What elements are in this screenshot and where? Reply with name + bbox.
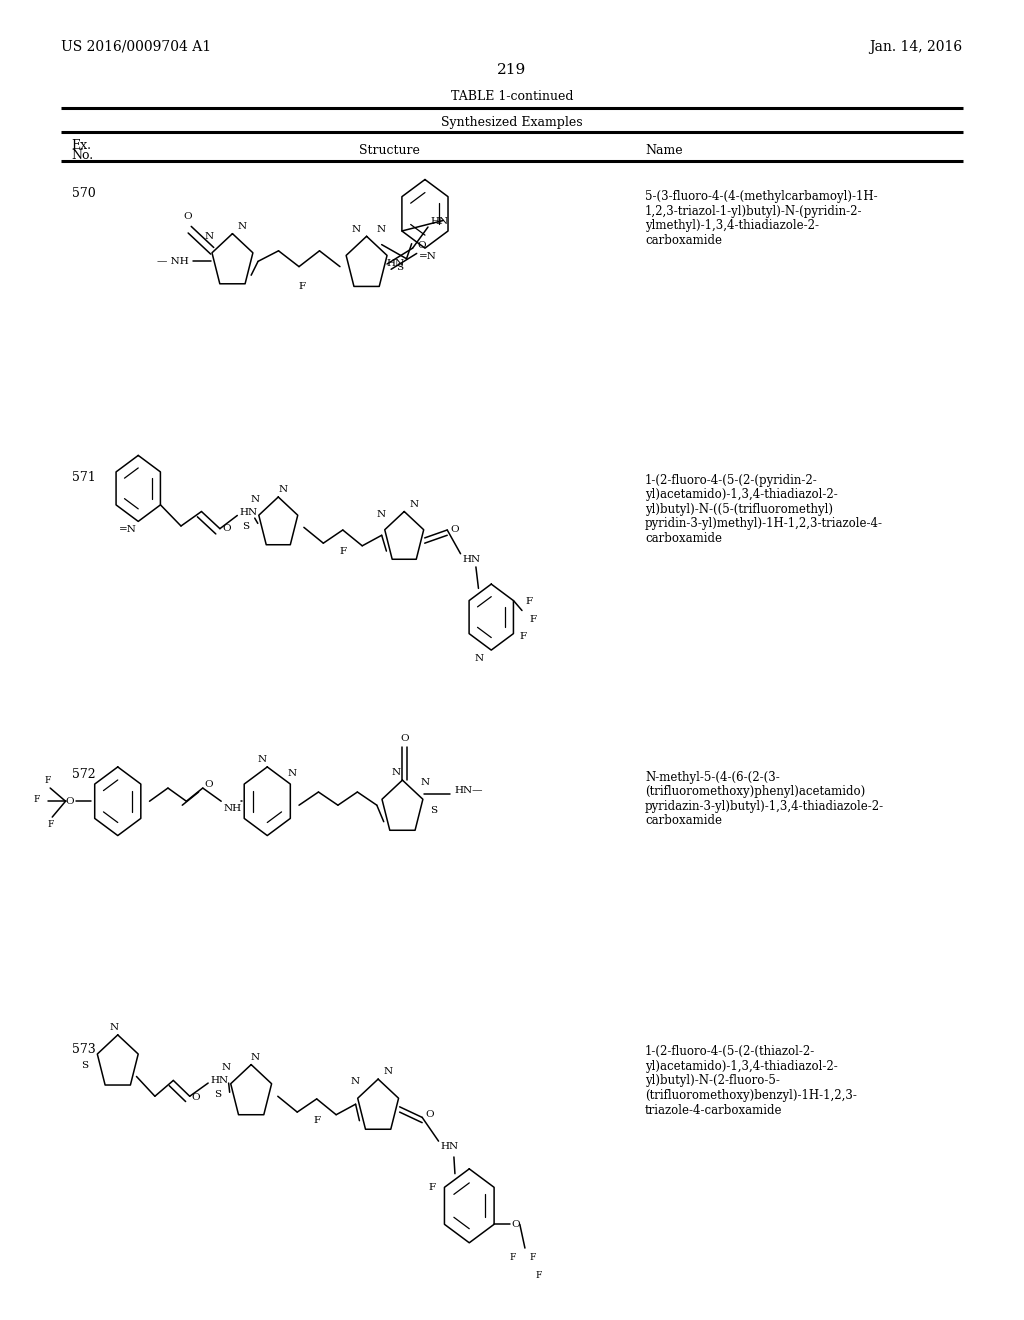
Text: N: N [350, 1077, 359, 1086]
Text: HN: HN [240, 508, 257, 517]
Text: F: F [536, 1270, 542, 1279]
Text: F: F [313, 1117, 321, 1125]
Text: Jan. 14, 2016: Jan. 14, 2016 [869, 40, 963, 54]
Text: F: F [510, 1254, 516, 1262]
Text: F: F [45, 776, 51, 785]
Text: N: N [377, 224, 385, 234]
Text: 571: 571 [72, 471, 95, 484]
Text: =N: =N [119, 525, 137, 535]
Text: N: N [110, 1023, 118, 1032]
Text: N: N [421, 779, 430, 787]
Text: O: O [451, 525, 459, 535]
Text: yl)acetamido)-1,3,4-thiadiazol-2-: yl)acetamido)-1,3,4-thiadiazol-2- [645, 488, 838, 502]
Text: carboxamide: carboxamide [645, 814, 722, 828]
Text: F: F [299, 282, 305, 292]
Text: S: S [243, 521, 250, 531]
Text: F: F [525, 597, 532, 606]
Text: N: N [221, 1063, 230, 1072]
Text: F: F [34, 796, 40, 804]
Text: O: O [205, 780, 213, 788]
Text: HN: HN [440, 1143, 459, 1151]
Text: (trifluoromethoxy)phenyl)acetamido): (trifluoromethoxy)phenyl)acetamido) [645, 785, 865, 799]
Text: N: N [288, 770, 297, 777]
Text: N: N [352, 224, 360, 234]
Text: S: S [81, 1061, 88, 1069]
Text: F: F [520, 632, 527, 642]
Text: carboxamide: carboxamide [645, 532, 722, 545]
Text: O: O [400, 734, 409, 743]
Text: Structure: Structure [358, 144, 420, 157]
Text: triazole-4-carboxamide: triazole-4-carboxamide [645, 1104, 782, 1117]
Text: HN: HN [210, 1076, 228, 1085]
Text: F: F [339, 546, 346, 556]
Text: N: N [238, 222, 247, 231]
Text: N: N [205, 232, 214, 240]
Text: O: O [512, 1220, 520, 1229]
Text: No.: No. [72, 149, 94, 162]
Text: HN: HN [386, 259, 404, 268]
Text: O: O [66, 797, 74, 805]
Text: O: O [222, 524, 230, 533]
Text: yl)butyl)-N-(2-fluoro-5-: yl)butyl)-N-(2-fluoro-5- [645, 1074, 780, 1088]
Text: O: O [418, 242, 426, 249]
Text: HN: HN [430, 216, 449, 226]
Text: 5-(3-fluoro-4-(4-(methylcarbamoyl)-1H-: 5-(3-fluoro-4-(4-(methylcarbamoyl)-1H- [645, 190, 878, 203]
Text: 573: 573 [72, 1043, 95, 1056]
Text: F: F [529, 1254, 536, 1262]
Text: 570: 570 [72, 187, 95, 201]
Text: 1-(2-fluoro-4-(5-(2-(pyridin-2-: 1-(2-fluoro-4-(5-(2-(pyridin-2- [645, 474, 818, 487]
Text: pyridin-3-yl)methyl)-1H-1,2,3-triazole-4-: pyridin-3-yl)methyl)-1H-1,2,3-triazole-4… [645, 517, 883, 531]
Text: =N: =N [419, 252, 437, 261]
Text: N: N [377, 510, 386, 519]
Text: 1-(2-fluoro-4-(5-(2-(thiazol-2-: 1-(2-fluoro-4-(5-(2-(thiazol-2- [645, 1045, 815, 1059]
Text: 219: 219 [498, 63, 526, 78]
Text: ylmethyl)-1,3,4-thiadiazole-2-: ylmethyl)-1,3,4-thiadiazole-2- [645, 219, 819, 232]
Text: Name: Name [645, 144, 683, 157]
Text: (trifluoromethoxy)benzyl)-1H-1,2,3-: (trifluoromethoxy)benzyl)-1H-1,2,3- [645, 1089, 857, 1102]
Text: US 2016/0009704 A1: US 2016/0009704 A1 [61, 40, 212, 54]
Text: Ex.: Ex. [72, 139, 92, 152]
Text: N: N [279, 486, 288, 494]
Text: O: O [191, 1093, 201, 1102]
Text: F: F [47, 820, 53, 829]
Text: N: N [383, 1068, 392, 1077]
Text: F: F [428, 1183, 435, 1192]
Text: N-methyl-5-(4-(6-(2-(3-: N-methyl-5-(4-(6-(2-(3- [645, 771, 780, 784]
Text: pyridazin-3-yl)butyl)-1,3,4-thiadiazole-2-: pyridazin-3-yl)butyl)-1,3,4-thiadiazole-… [645, 800, 885, 813]
Text: S: S [214, 1090, 221, 1100]
Text: N: N [258, 755, 266, 764]
Text: N: N [474, 655, 483, 663]
Text: Synthesized Examples: Synthesized Examples [441, 116, 583, 129]
Text: carboxamide: carboxamide [645, 234, 722, 247]
Text: 1,2,3-triazol-1-yl)butyl)-N-(pyridin-2-: 1,2,3-triazol-1-yl)butyl)-N-(pyridin-2- [645, 205, 862, 218]
Text: — NH: — NH [157, 257, 188, 265]
Text: HN—: HN— [455, 785, 483, 795]
Text: N: N [410, 500, 419, 508]
Text: NH: NH [223, 804, 242, 813]
Text: F: F [529, 615, 537, 624]
Text: yl)butyl)-N-((5-(trifluoromethyl): yl)butyl)-N-((5-(trifluoromethyl) [645, 503, 834, 516]
Text: S: S [430, 807, 437, 814]
Text: 572: 572 [72, 768, 95, 781]
Text: TABLE 1-continued: TABLE 1-continued [451, 90, 573, 103]
Text: N: N [392, 768, 400, 777]
Text: N: N [251, 495, 260, 504]
Text: S: S [396, 264, 403, 272]
Text: HN: HN [463, 554, 480, 564]
Text: yl)acetamido)-1,3,4-thiadiazol-2-: yl)acetamido)-1,3,4-thiadiazol-2- [645, 1060, 838, 1073]
Text: O: O [184, 213, 193, 220]
Text: N: N [251, 1053, 260, 1061]
Text: O: O [425, 1110, 434, 1119]
